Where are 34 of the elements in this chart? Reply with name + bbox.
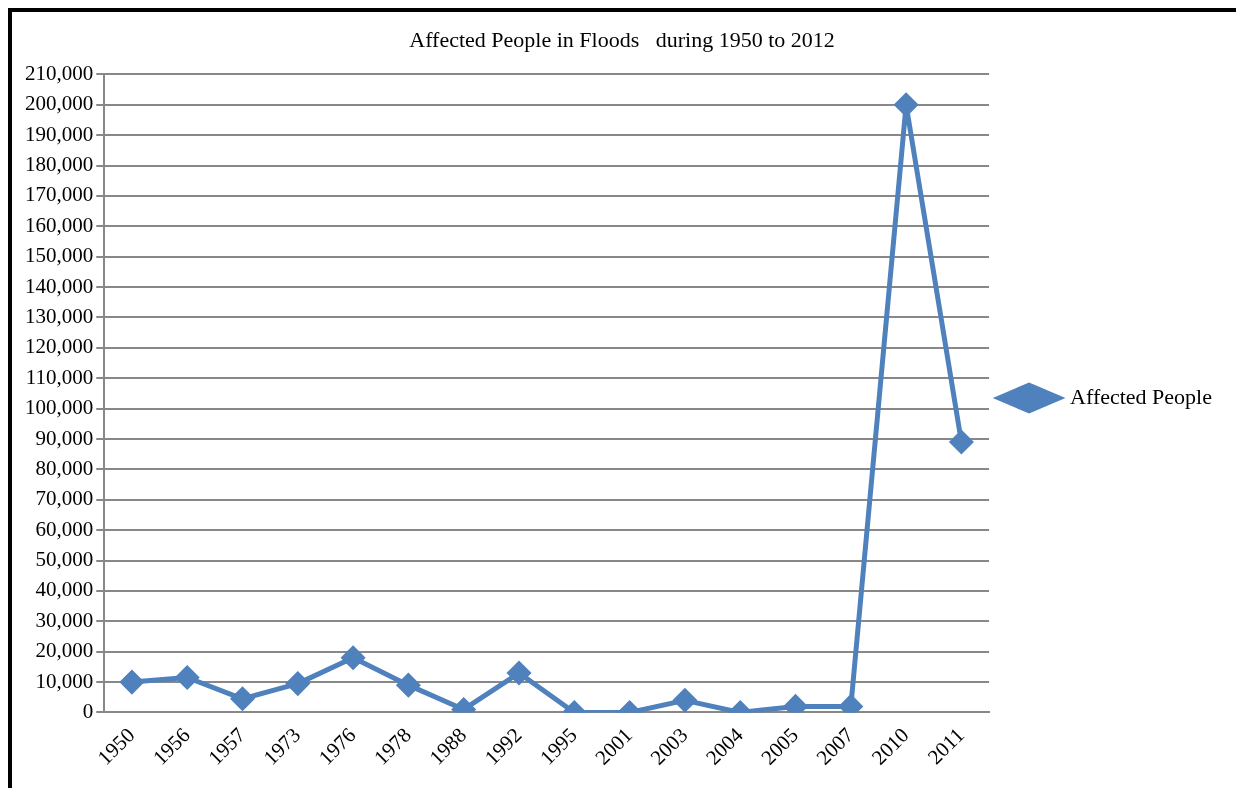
y-tick-label: 60,000 [35, 516, 94, 541]
y-tick-label: 100,000 [25, 395, 94, 420]
y-tick-label: 0 [82, 699, 94, 723]
legend-label: Affected People [1070, 383, 1213, 409]
y-tick-label: 30,000 [35, 607, 94, 632]
y-tick-label: 110,000 [25, 364, 94, 389]
y-tick-label: 120,000 [25, 334, 94, 359]
y-tick-label: 80,000 [35, 455, 94, 480]
y-tick-label: 150,000 [25, 243, 94, 268]
y-tick-label: 40,000 [35, 577, 94, 602]
point [120, 670, 144, 694]
y-tick-label: 90,000 [35, 425, 94, 450]
y-tick-label: 10,000 [35, 668, 94, 693]
point [507, 661, 531, 685]
y-tick-label: 200,000 [25, 91, 94, 116]
point [341, 646, 365, 670]
y-tick-label: 70,000 [35, 486, 94, 511]
chart-title: Affected People in Floods during 1950 to 2012 [409, 26, 835, 52]
point [175, 666, 199, 690]
y-tick-label: 210,000 [25, 60, 94, 85]
point [894, 93, 918, 117]
y-tick-label: 130,000 [25, 303, 94, 328]
y-tick-label: 170,000 [25, 182, 94, 207]
point [231, 687, 254, 711]
y-tick-label: 140,000 [25, 273, 94, 298]
y-tick-label: 50,000 [35, 547, 94, 572]
point [286, 672, 310, 696]
y-tick-label: 160,000 [25, 212, 94, 237]
y-tick-label: 20,000 [35, 638, 94, 663]
y-tick-label: 190,000 [25, 121, 94, 146]
point [949, 430, 973, 454]
y-tick-label: 180,000 [25, 152, 94, 177]
point [673, 688, 697, 712]
point [396, 673, 420, 697]
